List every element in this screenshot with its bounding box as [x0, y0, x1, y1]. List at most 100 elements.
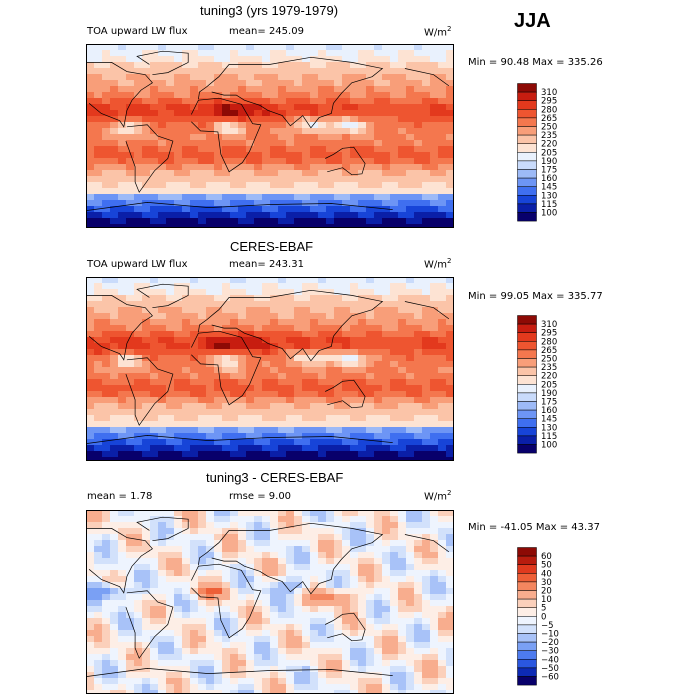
panel3-map-cell — [206, 582, 215, 589]
panel3-map-cell — [278, 528, 287, 535]
panel1-map-cell — [286, 68, 295, 75]
panel3-map-cell — [134, 690, 143, 694]
panel1-map-cell — [126, 74, 135, 81]
panel1-map-cell — [246, 74, 255, 81]
panel1-map-cell — [270, 62, 279, 69]
panel1-map-cell — [142, 170, 151, 177]
panel3-map-cell — [342, 630, 351, 637]
panel1-map-cell — [390, 134, 399, 141]
panel3-map-cell — [310, 552, 319, 559]
panel2-map-cell — [254, 373, 263, 380]
panel1-map-cell — [286, 170, 295, 177]
panel1-map-cell — [246, 212, 255, 219]
panel3-map-cell — [302, 678, 311, 685]
panel2-map-cell — [430, 319, 439, 326]
panel2-map-cell — [390, 373, 399, 380]
panel1-map-cell — [94, 170, 103, 177]
panel3-map-cell — [310, 582, 319, 589]
panel1-map-cell — [262, 188, 271, 195]
panel1-map-cell — [334, 158, 343, 165]
panel3-map-cell — [334, 666, 343, 673]
panel1-map-cell — [294, 158, 303, 165]
panel1-map-cell — [222, 80, 231, 87]
panel3-map-cell — [102, 576, 111, 583]
panel2-map-cell — [430, 415, 439, 422]
panel2-map-cell — [366, 277, 375, 284]
panel3-map-cell — [318, 528, 327, 535]
panel1-map-cell — [438, 218, 447, 225]
panel1-map-cell — [278, 98, 287, 105]
panel3-map-cell — [134, 564, 143, 571]
panel1-map-cell — [238, 80, 247, 87]
panel1-map-cell — [294, 92, 303, 99]
panel2-map-cell — [190, 415, 199, 422]
panel3-map-cell — [286, 564, 295, 571]
panel1-map-cell — [190, 182, 199, 189]
panel1-map-cell — [358, 62, 367, 69]
panel2-map-cell — [142, 409, 151, 416]
panel2-map-cell — [318, 373, 327, 380]
panel1-map-cell — [382, 80, 391, 87]
panel2-map-cell — [182, 391, 191, 398]
panel2-map-cell — [310, 295, 319, 302]
panel1-map-cell — [142, 188, 151, 195]
panel3-map-cell — [438, 612, 447, 619]
panel1-map-cell — [374, 80, 383, 87]
panel3-map-cell — [246, 678, 255, 685]
panel2-map-cell — [310, 331, 319, 338]
panel3-map-cell — [374, 540, 383, 547]
panel2-map-cell — [438, 409, 447, 416]
panel1-map-cell — [262, 212, 271, 219]
panel1-map-cell — [334, 200, 343, 207]
panel3-map-cell — [422, 624, 431, 631]
panel1-map-cell — [222, 140, 231, 147]
panel3-colorbar-label-9: −10 — [541, 630, 559, 640]
panel1-map-cell — [350, 218, 359, 225]
panel2-map-cell — [206, 301, 215, 308]
panel2-map-cell — [430, 295, 439, 302]
panel2-map-cell — [102, 439, 111, 446]
panel1-map-cell — [382, 74, 391, 81]
panel2-map-cell — [302, 397, 311, 404]
panel1-map-cell — [318, 128, 327, 135]
panel3-map-cell — [230, 576, 239, 583]
panel2-map-cell — [358, 373, 367, 380]
panel3-map-cell — [254, 642, 263, 649]
panel3-map-cell — [382, 654, 391, 661]
panel1-map-cell — [214, 50, 223, 57]
panel2-map-cell — [286, 415, 295, 422]
panel2-map-cell — [150, 445, 159, 452]
panel2-map-cell — [246, 289, 255, 296]
panel2-map-cell — [270, 361, 279, 368]
panel3-map-cell — [110, 588, 119, 595]
panel3-map-cell — [278, 564, 287, 571]
panel3-map-cell — [142, 648, 151, 655]
panel2-map-cell — [382, 445, 391, 452]
panel2-map-cell — [222, 415, 231, 422]
panel3-map-cell — [198, 684, 207, 691]
panel3-map-cell — [334, 642, 343, 649]
panel3-map-cell — [422, 606, 431, 613]
panel2-map-cell — [262, 331, 271, 338]
panel2-map-cell — [422, 427, 431, 434]
panel1-map-cell — [302, 110, 311, 117]
panel2-map-cell — [422, 391, 431, 398]
panel2-map-cell — [126, 451, 135, 458]
panel3-map-cell — [334, 540, 343, 547]
panel2-map-cell — [334, 385, 343, 392]
panel2-map-cell — [406, 277, 415, 284]
panel1-map-cell — [406, 122, 415, 129]
panel3-map-cell — [262, 612, 271, 619]
panel2-map-cell — [430, 301, 439, 308]
panel3-map-cell — [398, 540, 407, 547]
panel2-map-cell — [230, 415, 239, 422]
panel2-map-cell — [102, 391, 111, 398]
panel3-map-cell — [246, 666, 255, 673]
panel3-map-cell — [142, 552, 151, 559]
panel3-map-cell — [382, 666, 391, 673]
panel3-map-cell — [230, 666, 239, 673]
panel3-map-cell — [278, 594, 287, 601]
panel1-map-cell — [254, 104, 263, 111]
panel3-map-cell — [94, 636, 103, 643]
panel3-map-cell — [422, 576, 431, 583]
